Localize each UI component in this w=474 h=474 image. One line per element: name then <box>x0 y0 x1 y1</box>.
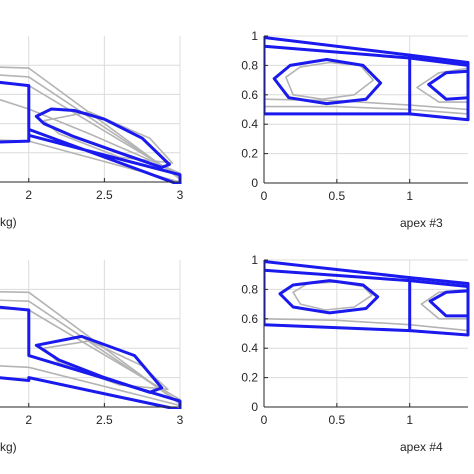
x-tick-label: 1 <box>406 189 413 203</box>
y-tick-label: 0.2 <box>241 371 258 385</box>
chart-bottom-left: 2 2.5 3 kg) <box>0 260 184 454</box>
trial-line <box>0 74 181 179</box>
chart-top-left: 2 2.5 3 kg) <box>0 36 184 229</box>
trajectory-line <box>428 289 470 318</box>
y-tick-label: 1 <box>251 29 258 43</box>
x-tick-label: 2.5 <box>96 188 113 202</box>
x-tick-label: 0 <box>261 413 268 427</box>
y-tick-label: 0 <box>251 176 258 190</box>
x-tick-label: 3 <box>177 413 184 427</box>
trial-line <box>0 291 181 405</box>
trial-line <box>264 317 469 332</box>
trajectory-line <box>34 107 171 169</box>
y-tick-label: 0.4 <box>241 117 258 131</box>
trajectory-line <box>272 58 383 106</box>
trajectory-line <box>34 334 164 394</box>
y-tick-label: 0.6 <box>241 88 258 102</box>
x-tick-label: 3 <box>177 188 184 202</box>
trial-line <box>264 105 469 115</box>
y-tick-label: 1 <box>251 253 258 267</box>
x-tick-label: 0.5 <box>329 413 346 427</box>
y-tick-label: 0.2 <box>241 147 258 161</box>
x-tick-label: 0 <box>261 189 268 203</box>
trajectory-line <box>278 279 380 315</box>
chart-bottom-right: 0 0.5 1 0 0.2 0.4 0.6 0.8 1 apex #4 <box>241 253 470 454</box>
x-tick-label: 2.5 <box>96 413 113 427</box>
y-tick-label: 0.8 <box>241 58 258 72</box>
trajectory-line <box>427 69 470 101</box>
x-tick-label: 1 <box>406 413 413 427</box>
y-tick-label: 0.6 <box>241 312 258 326</box>
x-tick-label: 2 <box>25 413 32 427</box>
trial-line <box>0 365 181 407</box>
trial-line <box>43 340 169 391</box>
chart-top-right: 0 0.5 1 0 0.2 0.4 0.6 0.8 1 apex #3 <box>241 29 470 230</box>
trial-line <box>43 111 174 164</box>
trial-line <box>0 307 181 401</box>
trial-line <box>292 281 373 311</box>
x-axis-label: apex #4 <box>400 440 443 454</box>
y-tick-label: 0 <box>251 400 258 414</box>
x-axis-label: apex #3 <box>400 216 443 230</box>
trial-line <box>285 61 375 100</box>
x-tick-label: 2 <box>25 188 32 202</box>
y-tick-label: 0.8 <box>241 282 258 296</box>
x-axis-label: kg) <box>0 215 17 229</box>
y-tick-label: 0.4 <box>241 341 258 355</box>
x-tick-label: 0.5 <box>329 189 346 203</box>
trajectory-line <box>0 80 182 184</box>
x-axis-label: kg) <box>0 440 17 454</box>
trial-line <box>0 299 181 404</box>
trial-line <box>0 66 181 180</box>
trajectory-line <box>0 305 182 409</box>
